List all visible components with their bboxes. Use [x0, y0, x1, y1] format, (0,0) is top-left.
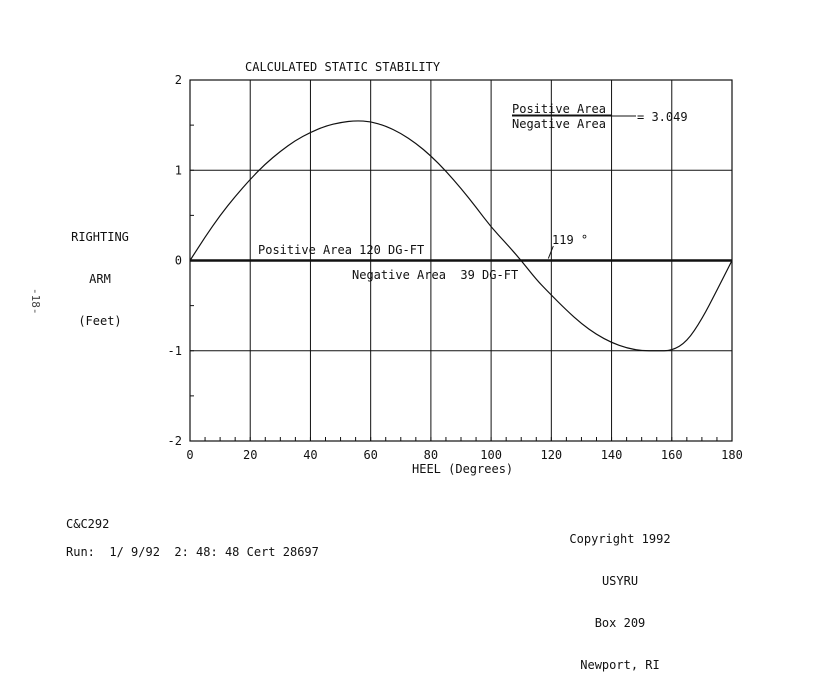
chart-title: CALCULATED STATIC STABILITY: [245, 60, 441, 74]
x-tick-label: 140: [601, 448, 623, 462]
y-tick-label: -2: [168, 434, 182, 448]
x-tick-label: 80: [424, 448, 438, 462]
ratio-numerator: Positive Area: [512, 102, 606, 116]
x-tick-label: 180: [721, 448, 743, 462]
copyright-line-1: Copyright 1992: [569, 532, 671, 546]
y-tick-label: 0: [175, 254, 182, 268]
tick-labels: 0 20 40 60 80 100 120 140 160 180 -2 -1 0 1 2: [168, 73, 743, 462]
y-axis-label-line-1: RIGHTING: [71, 230, 129, 244]
x-tick-label: 40: [303, 448, 317, 462]
positive-area-label: Positive Area 120 DG-FT: [258, 243, 425, 257]
crossing-angle-label: 119 °: [552, 233, 589, 247]
copyright-line-3: Box 209: [594, 616, 646, 630]
x-tick-label: 100: [480, 448, 502, 462]
y-tick-label: -1: [168, 344, 182, 358]
y-tick-label: 2: [175, 73, 182, 87]
x-tick-label: 20: [243, 448, 257, 462]
y-axis-label-line-2: ARM: [89, 272, 111, 286]
y-tick-label: 1: [175, 163, 182, 177]
page-number: -18-: [29, 288, 42, 315]
righting-arm-curve: [189, 120, 733, 352]
x-tick-label: 0: [186, 448, 193, 462]
x-tick-label: 120: [540, 448, 562, 462]
crossing-leader-line: [547, 245, 554, 259]
ratio-denominator: Negative Area: [512, 117, 606, 131]
stability-chart: 0 20 40 60 80 100 120 140 160 180 -2 -1 0 1 2: [168, 73, 743, 462]
y-axis-label-line-3: (Feet): [78, 314, 122, 328]
ratio-value: = 3.049: [637, 110, 688, 124]
x-tick-label: 60: [363, 448, 377, 462]
copyright-block: Copyright 1992 USYRU Box 209 Newport, RI: [550, 504, 690, 686]
x-axis-label: HEEL (Degrees): [412, 462, 514, 476]
copyright-line-4: Newport, RI: [580, 658, 660, 672]
copyright-line-2: USYRU: [601, 574, 639, 588]
axis-ticks: [190, 124, 718, 441]
footer-code: C&C292: [66, 517, 110, 531]
y-axis-label: RIGHTING ARM (Feet): [64, 202, 136, 342]
x-tick-label: 160: [661, 448, 683, 462]
footer-run-info: Run: 1/ 9/92 2: 48: 48 Cert 28697: [66, 545, 319, 559]
negative-area-label: Negative Area 39 DG-FT: [352, 268, 519, 282]
